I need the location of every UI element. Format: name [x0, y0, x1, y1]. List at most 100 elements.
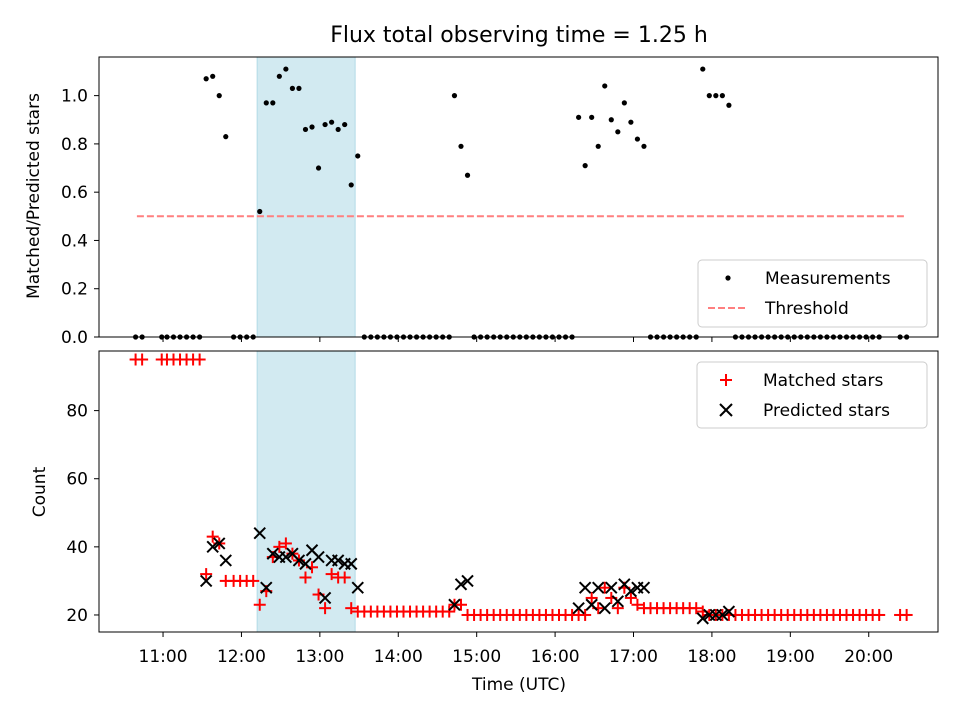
bottom-panel: Count Time (UTC) 20 40 60 80 11:00 12:00 13:0… — [30, 350, 939, 695]
predicted-star-point — [351, 581, 364, 594]
matched-star-point — [253, 598, 266, 611]
bottom-x-tick-label: 19:00 — [766, 647, 815, 667]
predicted-star-point — [331, 554, 345, 567]
measurement-point — [355, 153, 361, 159]
top-plot-frame — [98, 56, 939, 338]
measurement-point — [309, 124, 315, 130]
top-y-tick-label: 0.8 — [61, 135, 88, 155]
measurement-point — [283, 66, 289, 72]
measurement-point — [608, 117, 614, 123]
matched-star-point — [338, 571, 351, 584]
predicted-star-point — [448, 598, 461, 611]
legend-label-measurements: Measurements — [765, 269, 891, 289]
measurement-point — [223, 134, 229, 140]
top-y-tick-label: 0.2 — [61, 280, 88, 300]
matched-star-point — [279, 537, 292, 550]
predicted-star-point — [318, 591, 332, 605]
measurement-point — [302, 126, 309, 133]
bottom-x-tick-label: 14:00 — [374, 647, 423, 667]
matched-star-point — [631, 598, 644, 611]
measurement-point — [582, 163, 588, 169]
matched-star-point — [598, 581, 611, 594]
measurement-point — [257, 208, 263, 215]
measurement-point — [602, 83, 608, 89]
legend-marker-measurements — [725, 275, 731, 281]
top-legend: Measurements Threshold — [697, 259, 928, 328]
measurement-point — [706, 93, 712, 99]
matched-star-point — [579, 608, 592, 621]
matched-star-point — [273, 540, 286, 553]
bottom-plot-frame — [98, 350, 939, 633]
measurement-point — [628, 119, 634, 125]
predicted-star-point — [572, 601, 585, 615]
predicted-star-point — [611, 595, 625, 608]
top-y-axis-label: Matched/Predicted stars — [24, 93, 44, 299]
measurement-point — [641, 143, 647, 149]
top-panel: Flux total observing time = 1.25 h Match… — [24, 23, 939, 348]
measurement-point — [700, 66, 706, 72]
predicted-star-point — [592, 581, 605, 594]
bottom-x-tick-label: 16:00 — [531, 647, 580, 667]
matched-star-point — [325, 568, 338, 581]
measurement-point — [276, 73, 282, 79]
measurement-point — [329, 119, 335, 125]
bottom-y-tick-label: 80 — [66, 402, 88, 422]
top-y-tick-label: 0.6 — [61, 183, 88, 203]
measurement-point — [713, 93, 719, 99]
predicted-star-point — [696, 612, 709, 625]
measurement-point — [589, 114, 595, 120]
measurement-point — [270, 100, 276, 106]
predicted-star-point — [454, 578, 468, 591]
measurement-point — [263, 100, 269, 106]
top-y-tick-label: 0.0 — [61, 328, 88, 348]
predicted-star-point — [253, 527, 266, 540]
bottom-observing-band — [256, 350, 356, 633]
bottom-legend: Matched stars Predicted stars — [696, 361, 928, 429]
matched-star-point — [206, 530, 219, 543]
bottom-x-tick-label: 18:00 — [687, 647, 736, 667]
predicted-star-point — [598, 601, 611, 615]
measurement-point — [719, 93, 725, 99]
predicted-star-point — [461, 574, 474, 588]
measurement-point — [322, 121, 328, 128]
predicted-star-point — [716, 608, 729, 622]
legend-label-predicted: Predicted stars — [763, 401, 890, 421]
measurement-point — [342, 121, 348, 128]
bottom-x-axis-label: Time (UTC) — [471, 675, 566, 695]
bottom-y-axis-label: Count — [30, 466, 50, 517]
measurement-point — [203, 76, 209, 82]
bottom-x-tick-label: 20:00 — [844, 647, 893, 667]
predicted-star-point — [345, 557, 358, 571]
predicted-star-point — [266, 547, 280, 560]
top-observing-band — [256, 56, 356, 338]
legend-label-threshold: Threshold — [764, 299, 849, 319]
measurement-point — [210, 73, 216, 79]
matched-star-point — [247, 574, 260, 587]
top-legend-box — [697, 259, 928, 328]
predicted-star-point — [585, 598, 598, 611]
measurement-point — [595, 143, 601, 149]
measurement-point — [615, 129, 621, 135]
predicted-star-point — [292, 554, 306, 567]
predicted-star-point — [260, 581, 273, 594]
predicted-star-point — [605, 581, 618, 594]
predicted-star-point — [199, 574, 213, 588]
measurement-point — [335, 126, 341, 133]
measurement-point — [726, 102, 732, 108]
matched-star-point — [900, 608, 913, 621]
top-chart-title: Flux total observing time = 1.25 h — [330, 23, 708, 48]
predicted-star-point — [219, 554, 232, 567]
measurement-point — [451, 93, 458, 99]
bottom-x-tick-label: 12:00 — [217, 647, 266, 667]
predicted-star-point — [299, 557, 312, 571]
top-y-tick-label: 1.0 — [61, 87, 88, 107]
matched-star-point — [319, 602, 332, 615]
legend-marker-predicted — [719, 403, 733, 417]
matched-star-point — [136, 353, 149, 366]
legend-label-matched: Matched stars — [763, 371, 883, 391]
measurement-point — [296, 85, 302, 91]
matched-star-point — [454, 598, 467, 611]
matched-star-point — [299, 571, 312, 584]
predicted-star-point — [279, 550, 293, 564]
